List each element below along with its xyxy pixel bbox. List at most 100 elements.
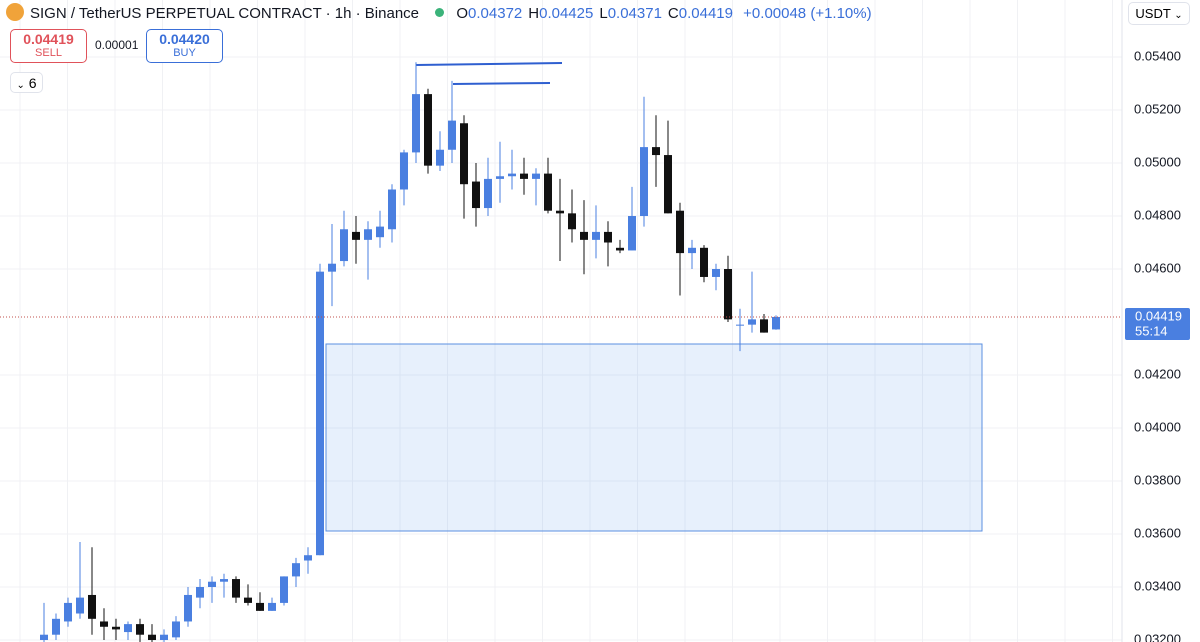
candle-body bbox=[568, 213, 576, 230]
candle-body bbox=[640, 147, 648, 217]
candle-body bbox=[412, 94, 420, 153]
candle-body bbox=[496, 176, 504, 179]
trend-line bbox=[452, 82, 551, 85]
sell-label: SELL bbox=[35, 47, 62, 59]
ohlc-key: C bbox=[667, 5, 679, 22]
y-tick-label: 0.04200 bbox=[1134, 366, 1181, 381]
last-price-tag bbox=[1125, 307, 1190, 340]
candle-body bbox=[616, 247, 624, 251]
candle-body bbox=[760, 319, 768, 333]
sell-price: 0.04419 bbox=[23, 31, 74, 47]
ohlc-key: O bbox=[456, 5, 469, 22]
buy-label: BUY bbox=[173, 47, 196, 59]
candle-body bbox=[628, 216, 636, 251]
candle-body bbox=[448, 120, 456, 150]
last-price-label: 0.04419 bbox=[1135, 308, 1182, 323]
candle-body bbox=[508, 173, 516, 177]
candle-body bbox=[268, 602, 276, 611]
candle-body bbox=[52, 618, 60, 635]
y-tick-label: 0.04800 bbox=[1134, 207, 1181, 222]
trend-line bbox=[415, 62, 563, 66]
buy-button[interactable]: 0.04420 BUY bbox=[146, 29, 223, 63]
candle-body bbox=[772, 316, 780, 330]
candle-body bbox=[436, 149, 444, 166]
candle-body bbox=[112, 626, 120, 630]
y-tick-label: 0.03200 bbox=[1134, 631, 1181, 642]
candle-body bbox=[364, 229, 372, 240]
candle-body bbox=[748, 319, 756, 325]
y-tick-label: 0.04600 bbox=[1134, 260, 1181, 275]
candle-body bbox=[460, 123, 468, 185]
candle-body bbox=[664, 155, 672, 214]
candle-body bbox=[280, 576, 288, 603]
indicators-count: 6 bbox=[28, 75, 37, 91]
y-tick-label: 0.05200 bbox=[1134, 101, 1181, 116]
candle-body bbox=[316, 271, 324, 556]
zone-drawing bbox=[325, 343, 983, 532]
currency: USDT bbox=[1135, 6, 1171, 21]
ohlc-value: 0.04371 bbox=[607, 5, 662, 22]
candle-body bbox=[64, 602, 72, 622]
candle-body bbox=[472, 181, 480, 209]
spread: 0.00001 bbox=[95, 38, 139, 52]
chevron: ⌄ bbox=[16, 80, 25, 91]
y-tick-label: 0.03600 bbox=[1134, 525, 1181, 540]
header: SIGN / TetherUS PERPETUAL CONTRACT · 1h … bbox=[6, 3, 872, 22]
candle-body bbox=[424, 94, 432, 166]
candle-body bbox=[196, 587, 204, 598]
countdown: 55:14 bbox=[1135, 323, 1168, 338]
candle-body bbox=[184, 594, 192, 622]
ohlc-value: 0.04372 bbox=[468, 5, 523, 22]
candle-body bbox=[244, 597, 252, 603]
candle-body bbox=[604, 231, 612, 243]
y-tick-label: 0.03400 bbox=[1134, 578, 1181, 593]
chevron: ⌄ bbox=[1174, 10, 1183, 21]
y-tick-label: 0.04000 bbox=[1134, 419, 1181, 434]
candle-body bbox=[484, 178, 492, 209]
y-tick-label: 0.05000 bbox=[1134, 154, 1181, 169]
candle-body bbox=[520, 173, 528, 179]
candle-body bbox=[100, 621, 108, 627]
candle-body bbox=[688, 247, 696, 254]
candle-body bbox=[136, 624, 144, 635]
buy-price: 0.04420 bbox=[159, 31, 210, 47]
candle-body bbox=[220, 579, 228, 582]
candle-body bbox=[352, 231, 360, 240]
candle-body bbox=[556, 210, 564, 214]
candle-body bbox=[592, 231, 600, 240]
chart-title[interactable]: SIGN / TetherUS PERPETUAL CONTRACT · 1h … bbox=[30, 5, 420, 22]
sell-button[interactable]: 0.04419 SELL bbox=[10, 29, 87, 63]
candle-body bbox=[88, 594, 96, 619]
candle-body bbox=[160, 634, 168, 641]
candle-body bbox=[256, 602, 264, 611]
candle-body bbox=[700, 247, 708, 277]
candle-body bbox=[76, 597, 84, 614]
symbol-icon bbox=[6, 3, 24, 21]
candle-body bbox=[148, 634, 156, 641]
candle-body bbox=[376, 226, 384, 238]
change: +0.00048 (+1.10%) bbox=[743, 5, 872, 22]
candle-body bbox=[124, 624, 132, 633]
candle-body bbox=[172, 621, 180, 638]
candle-body bbox=[676, 210, 684, 254]
candle-body bbox=[736, 324, 744, 326]
ohlc-key: H bbox=[528, 5, 540, 22]
candle-body bbox=[340, 229, 348, 262]
candle-body bbox=[208, 581, 216, 588]
ohlc-key: L bbox=[599, 5, 608, 22]
y-tick-label: 0.03800 bbox=[1134, 472, 1181, 487]
ohlc-value: 0.04425 bbox=[539, 5, 594, 22]
candle-body bbox=[232, 579, 240, 598]
status-dot bbox=[435, 8, 445, 17]
candle-body bbox=[544, 173, 552, 211]
candle-body bbox=[580, 231, 588, 240]
indicators-toggle[interactable]: ⌄ 6 bbox=[10, 72, 43, 93]
candle-body bbox=[388, 189, 396, 230]
currency-button[interactable]: USDT ⌄ bbox=[1128, 2, 1190, 25]
candle-body bbox=[328, 263, 336, 272]
candle-body bbox=[40, 634, 48, 641]
candle-body bbox=[712, 269, 720, 277]
ohlc-legend: O0.04372 H0.04425 L0.04371 C0.04419 bbox=[456, 5, 739, 22]
